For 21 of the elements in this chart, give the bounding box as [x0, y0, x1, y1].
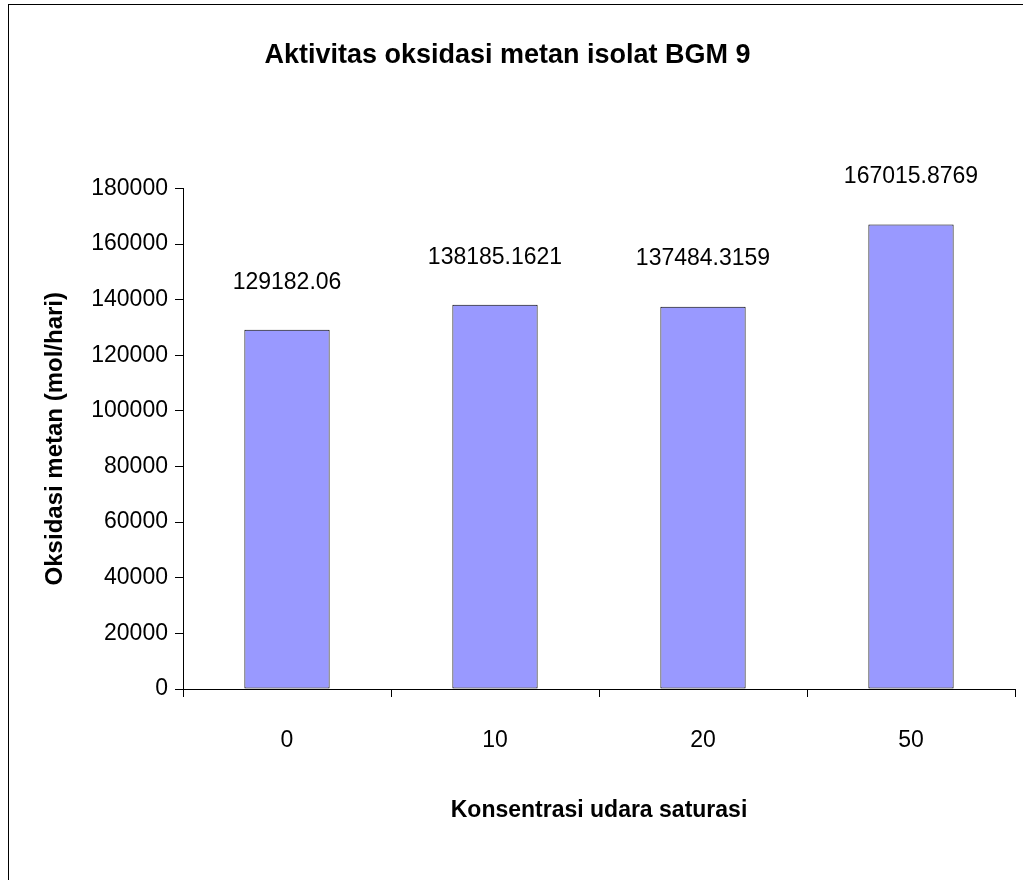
- x-tick-label: 0: [280, 726, 294, 753]
- x-tick-label: 20: [690, 726, 716, 753]
- data-label: 129182.06: [232, 267, 342, 294]
- y-tick-label: 140000: [91, 284, 168, 311]
- y-tick-label: 60000: [104, 507, 168, 534]
- y-axis-title: Oksidasi metan (mol/hari): [40, 291, 68, 586]
- x-tick-label: 50: [898, 726, 924, 753]
- x-tick-label: 10: [482, 726, 508, 753]
- y-tick-label: 160000: [91, 229, 168, 256]
- chart-title: Aktivitas oksidasi metan isolat BGM 9: [264, 38, 751, 69]
- y-tick-label: 80000: [104, 451, 168, 478]
- y-tick-label: 100000: [91, 396, 168, 423]
- y-tick-label: 40000: [104, 563, 168, 590]
- y-tick-label: 120000: [91, 340, 168, 367]
- y-tick-label: 0: [155, 674, 168, 701]
- y-tick-label: 180000: [91, 173, 168, 200]
- data-label: 167015.8769: [843, 162, 979, 189]
- data-label: 137484.3159: [635, 244, 771, 271]
- y-tick-label: 20000: [104, 618, 168, 645]
- x-axis-title: Konsentrasi udara saturasi: [450, 795, 748, 822]
- data-label: 138185.1621: [427, 242, 563, 269]
